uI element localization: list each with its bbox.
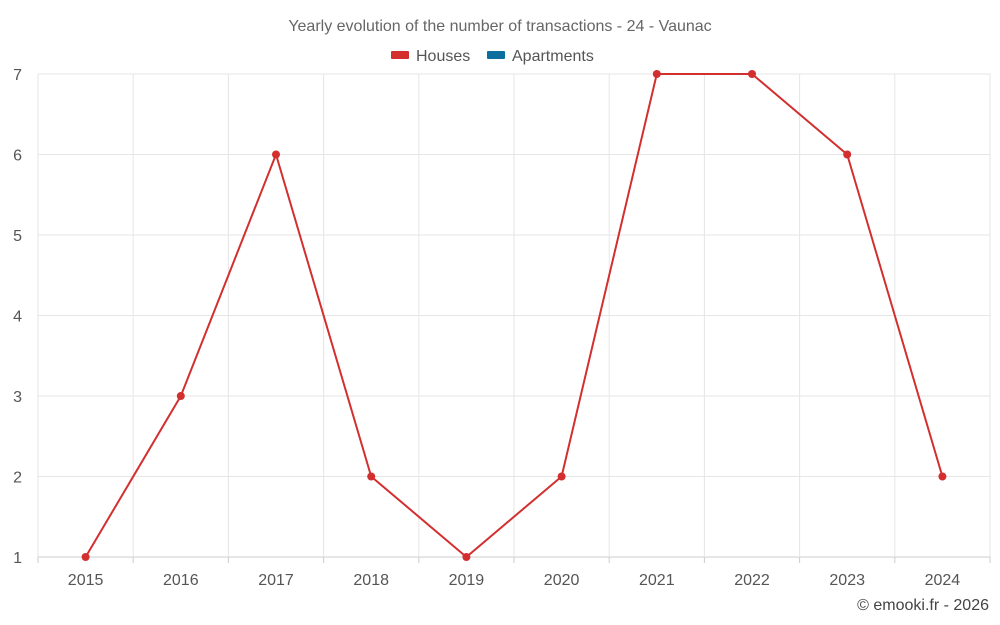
y-tick-label: 5 xyxy=(13,228,22,245)
legend: Houses Apartments xyxy=(391,48,594,65)
y-axis-labels: 1 2 3 4 5 6 7 xyxy=(13,67,22,567)
legend-label-houses: Houses xyxy=(416,48,470,65)
y-tick-label: 7 xyxy=(13,67,22,84)
data-point-houses[interactable] xyxy=(843,150,852,159)
data-point-houses[interactable] xyxy=(938,472,947,481)
grid xyxy=(37,73,991,563)
data-point-houses[interactable] xyxy=(462,553,471,561)
legend-item-houses[interactable]: Houses xyxy=(391,48,470,65)
legend-label-apartments: Apartments xyxy=(512,48,594,65)
credit-text: © emooki.fr - 2026 xyxy=(857,597,989,614)
x-tick-label: 2020 xyxy=(544,572,580,589)
x-tick-label: 2022 xyxy=(734,572,770,589)
data-point-houses[interactable] xyxy=(748,70,756,78)
legend-swatch-apartments xyxy=(487,51,505,59)
y-tick-label: 1 xyxy=(13,550,22,567)
legend-item-apartments[interactable]: Apartments xyxy=(487,48,594,65)
data-point-houses[interactable] xyxy=(176,392,185,400)
x-tick-label: 2018 xyxy=(353,572,389,589)
x-axis-labels: 2015 2016 2017 2018 2019 2020 2021 2022 2023 2024 xyxy=(68,572,960,589)
x-tick-label: 2021 xyxy=(639,572,675,589)
data-point-houses[interactable] xyxy=(652,70,661,78)
y-tick-label: 2 xyxy=(13,470,22,487)
data-point-houses[interactable] xyxy=(367,472,376,481)
x-tick-label: 2019 xyxy=(449,572,485,589)
x-tick-label: 2017 xyxy=(258,572,294,589)
x-tick-label: 2023 xyxy=(829,572,865,589)
x-tick-label: 2024 xyxy=(925,572,961,589)
data-point-houses[interactable] xyxy=(272,150,280,159)
y-tick-label: 3 xyxy=(13,389,22,406)
series-line-houses xyxy=(84,73,944,558)
y-tick-label: 4 xyxy=(13,309,22,326)
data-point-houses[interactable] xyxy=(557,472,566,481)
data-point-houses[interactable] xyxy=(81,553,90,561)
series-layer xyxy=(81,70,947,561)
x-tick-label: 2015 xyxy=(68,572,104,589)
legend-swatch-houses xyxy=(391,51,409,59)
x-tick-label: 2016 xyxy=(163,572,199,589)
y-tick-label: 6 xyxy=(13,148,22,165)
chart-title: Yearly evolution of the number of transa… xyxy=(288,18,711,35)
